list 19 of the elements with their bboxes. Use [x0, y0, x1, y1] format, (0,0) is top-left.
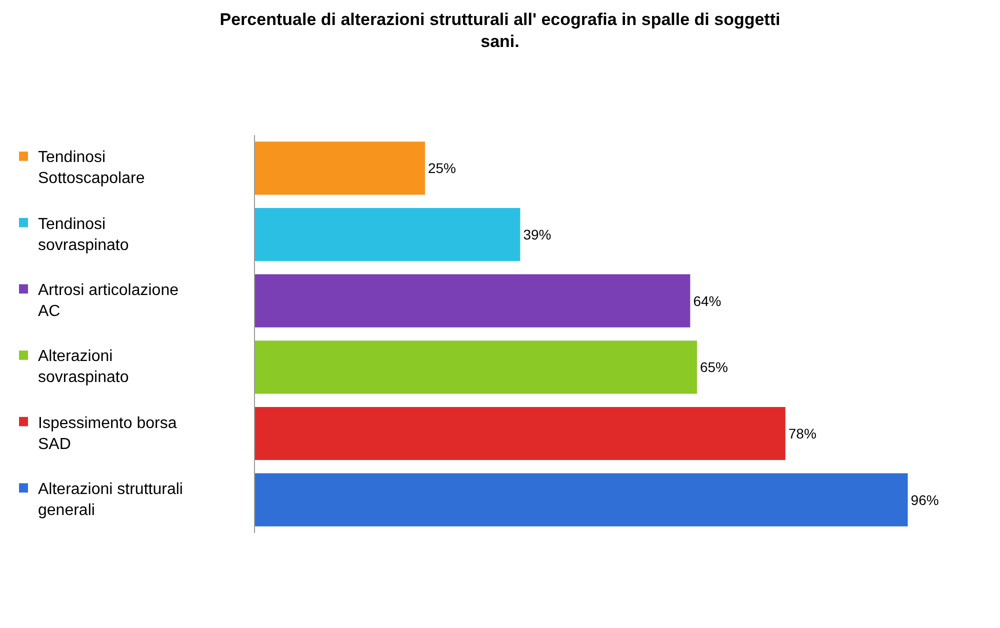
data-label: 96%	[910, 492, 939, 508]
data-label: 39%	[523, 226, 552, 242]
bar	[255, 142, 425, 195]
y-tick-label: Alterazioni strutturali generali	[38, 481, 183, 519]
bar	[255, 208, 520, 262]
y-tick-label: Tendinosi Sottoscapolare	[38, 149, 145, 187]
y-tick-label: Ispessimento borsa SAD	[38, 415, 177, 453]
data-label: 78%	[788, 426, 816, 442]
data-label: 25%	[428, 160, 456, 176]
bar	[255, 274, 690, 328]
y-tick-label: Artrosi articolazione AC	[38, 282, 179, 320]
bar	[255, 340, 697, 394]
y-tick-label: Tendinosi sovraspinato	[38, 216, 129, 254]
chart-title: Percentuale di alterazioni strutturali all' ecografia in spalle di soggetti sani.	[220, 10, 780, 52]
bar	[255, 406, 786, 460]
y-tick-label: Alterazioni sovraspinato	[38, 348, 129, 386]
data-label: 65%	[700, 359, 728, 376]
data-label: 64%	[693, 292, 722, 309]
bar	[255, 473, 908, 526]
